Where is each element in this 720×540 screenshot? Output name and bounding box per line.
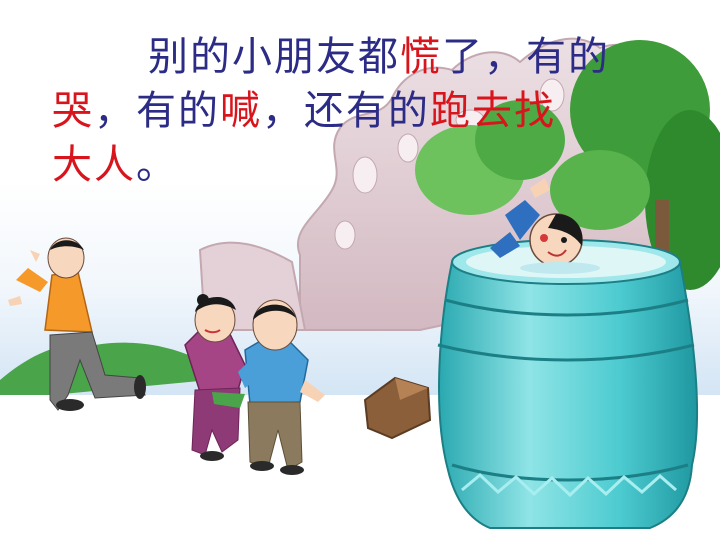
- drowning-child-icon: [490, 178, 600, 274]
- standing-boy-icon: [238, 299, 325, 475]
- crying-girl-icon: [184, 294, 246, 461]
- text-segment: 别的小朋友都: [148, 34, 400, 80]
- highlight-word: 跑去找: [430, 88, 556, 134]
- text-segment: ，有的: [94, 88, 220, 134]
- highlight-word: 喊: [220, 88, 262, 134]
- tree-icon: [415, 40, 720, 320]
- water-jar-icon: [437, 239, 699, 529]
- stone-icon: [363, 376, 432, 440]
- text-segment: 。: [136, 142, 178, 188]
- highlight-word: 慌: [400, 34, 442, 80]
- text-segment: 了，有的: [442, 34, 610, 80]
- highlight-word: 哭: [52, 88, 94, 134]
- story-text: 别的小朋友都慌了，有的哭，有的喊，还有的跑去找大人。: [52, 30, 692, 192]
- running-boy-icon: [8, 237, 146, 411]
- highlight-word: 大人: [52, 142, 136, 188]
- text-segment: ，还有的: [262, 88, 430, 134]
